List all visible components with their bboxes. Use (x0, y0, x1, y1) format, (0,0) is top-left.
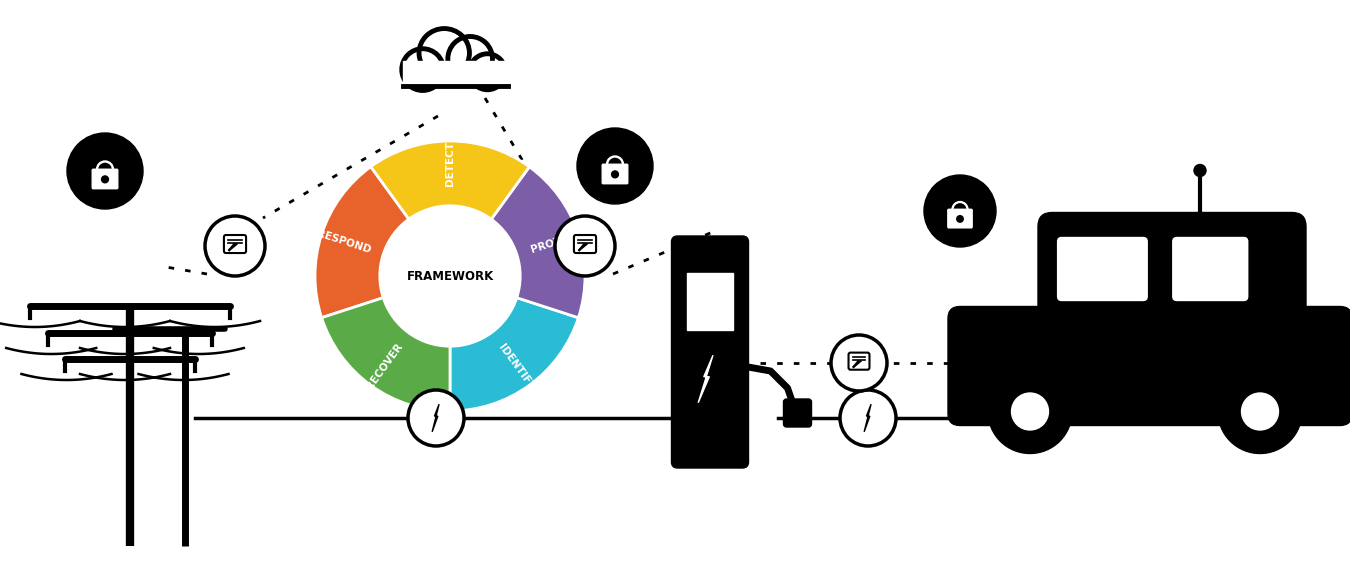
Polygon shape (864, 404, 871, 432)
Bar (404, 61, 508, 86)
Circle shape (101, 176, 108, 183)
Circle shape (408, 390, 464, 446)
Circle shape (555, 216, 616, 276)
FancyBboxPatch shape (948, 306, 1350, 426)
Circle shape (923, 175, 996, 247)
Polygon shape (698, 355, 713, 403)
Wedge shape (315, 167, 409, 318)
Circle shape (988, 369, 1072, 453)
Text: IDENTIFY: IDENTIFY (495, 342, 536, 392)
Circle shape (379, 206, 520, 346)
Polygon shape (579, 244, 587, 250)
Circle shape (612, 171, 618, 178)
Circle shape (1218, 369, 1301, 453)
Circle shape (1011, 393, 1049, 430)
Ellipse shape (448, 36, 493, 81)
Circle shape (1193, 165, 1206, 176)
Ellipse shape (470, 54, 505, 90)
Text: PROTECT: PROTECT (529, 228, 583, 255)
FancyBboxPatch shape (92, 169, 117, 189)
FancyBboxPatch shape (1057, 237, 1148, 301)
FancyBboxPatch shape (1173, 237, 1247, 301)
Bar (687, 273, 733, 330)
Polygon shape (432, 404, 439, 432)
FancyBboxPatch shape (602, 164, 628, 184)
Text: FRAMEWORK: FRAMEWORK (406, 270, 494, 282)
Text: RESPOND: RESPOND (315, 228, 371, 255)
Circle shape (576, 128, 653, 204)
Circle shape (1242, 393, 1278, 430)
Circle shape (840, 390, 896, 446)
Wedge shape (491, 167, 585, 318)
Circle shape (205, 216, 265, 276)
Wedge shape (371, 141, 529, 219)
Circle shape (832, 335, 887, 391)
Circle shape (957, 215, 964, 222)
Polygon shape (853, 361, 860, 367)
FancyBboxPatch shape (1038, 213, 1305, 340)
FancyBboxPatch shape (948, 209, 972, 228)
FancyBboxPatch shape (671, 236, 748, 468)
Text: RECOVER: RECOVER (364, 342, 404, 392)
FancyBboxPatch shape (783, 399, 811, 427)
Text: DETECT: DETECT (446, 142, 455, 187)
Wedge shape (450, 298, 578, 411)
Circle shape (68, 133, 143, 209)
Polygon shape (230, 244, 236, 250)
Ellipse shape (402, 49, 444, 90)
Wedge shape (321, 298, 450, 411)
Ellipse shape (418, 29, 470, 78)
